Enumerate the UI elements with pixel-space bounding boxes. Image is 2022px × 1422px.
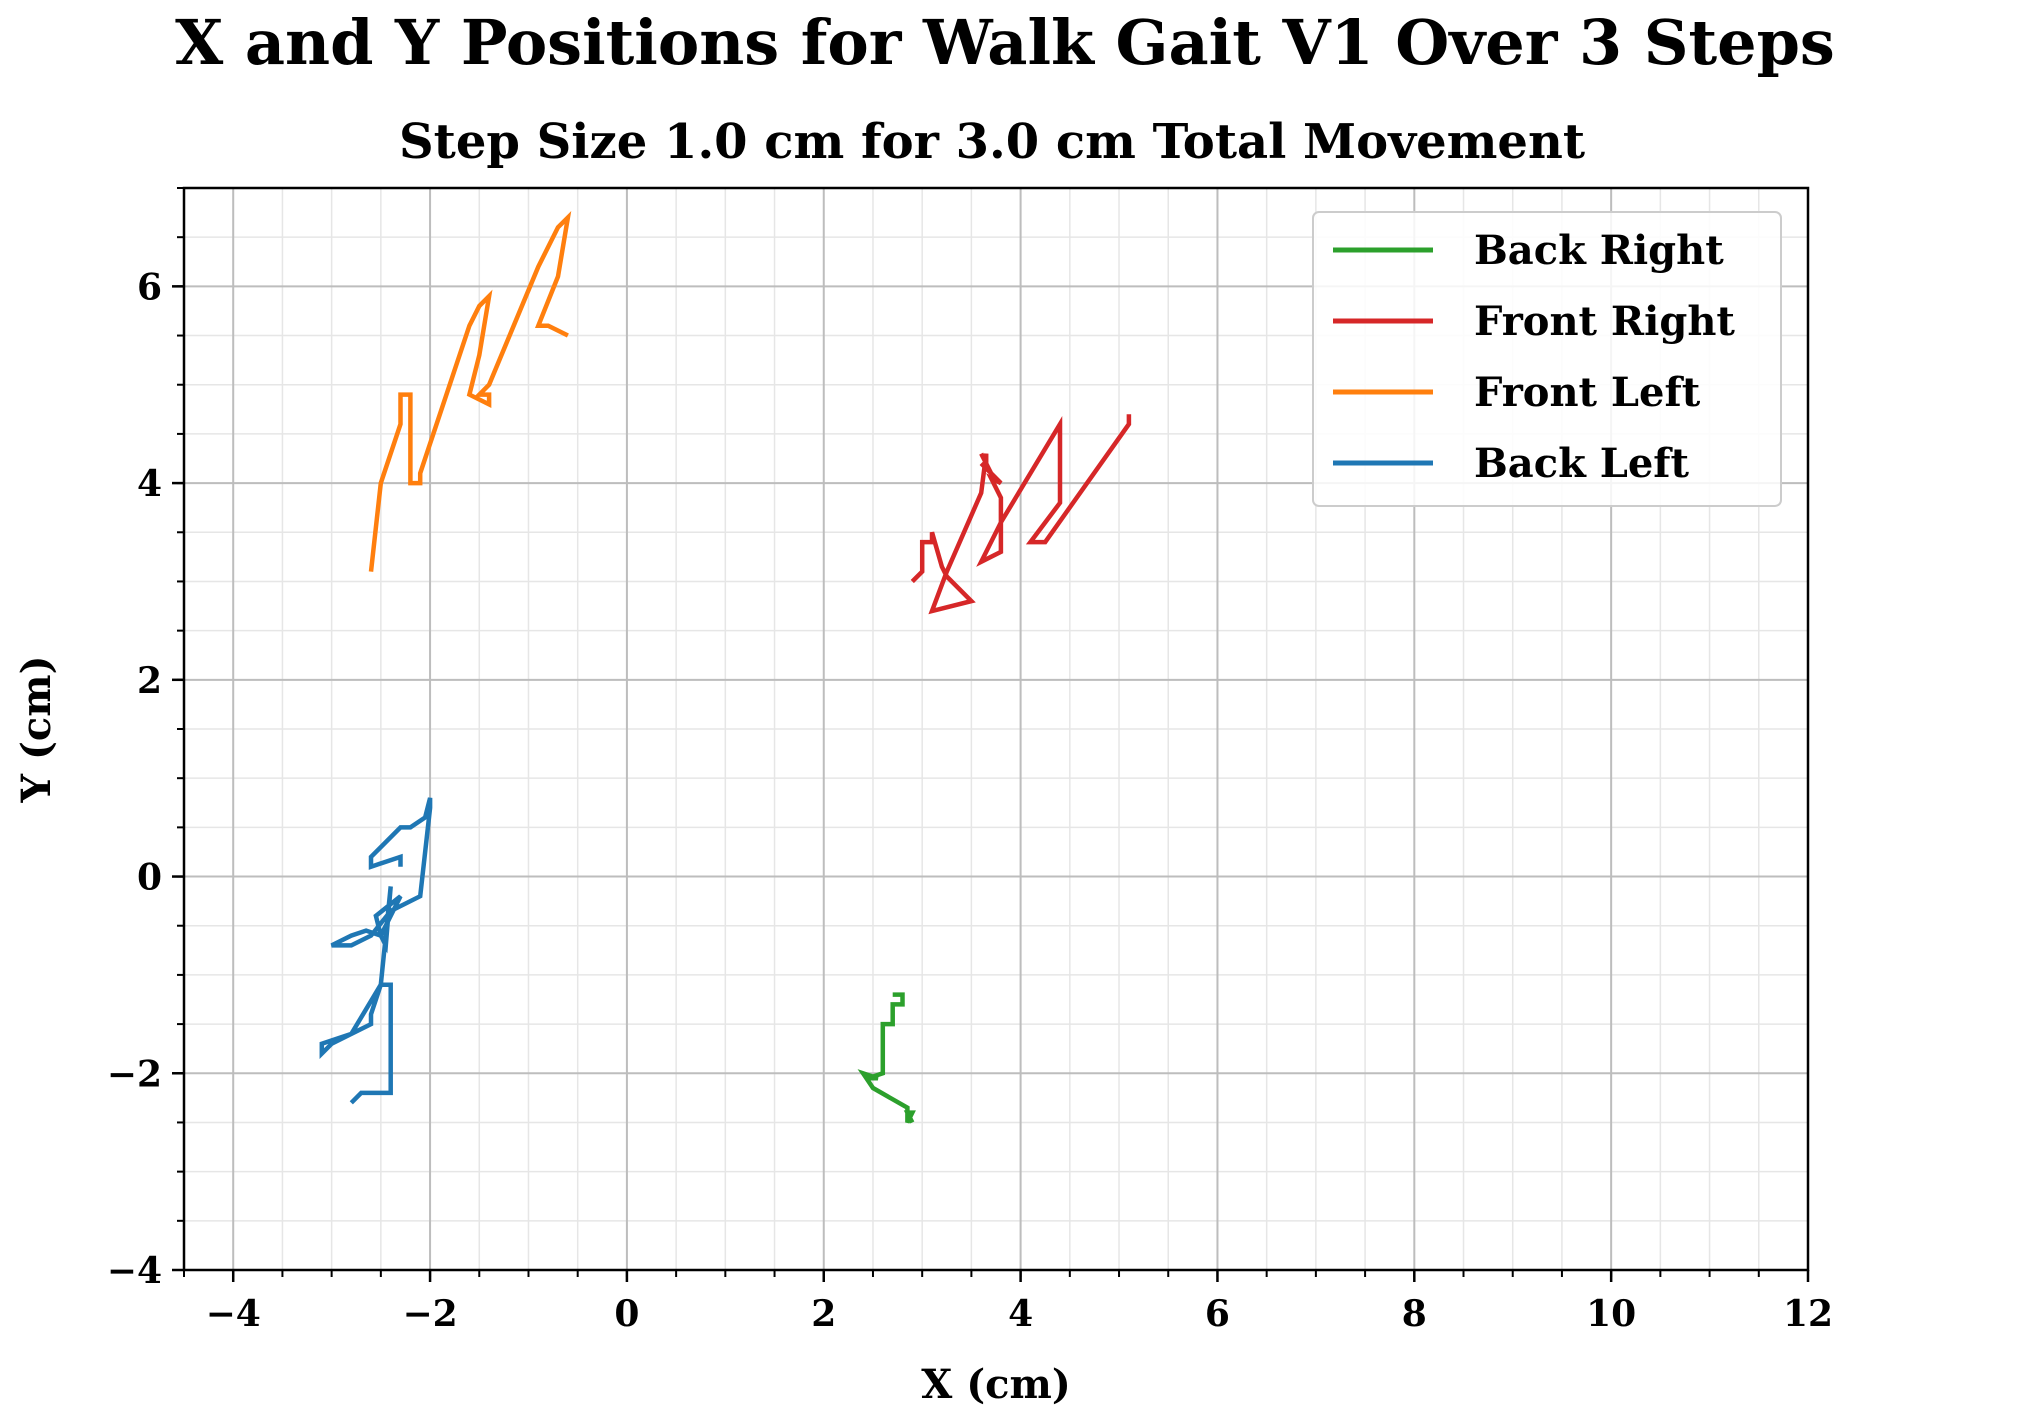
x-axis-ticks: −4 −2 0 2 4 6 8 10 12 bbox=[183, 1270, 1833, 1335]
x-tick-label: 6 bbox=[1205, 1293, 1230, 1335]
chart-subtitle: Step Size 1.0 cm for 3.0 cm Total Moveme… bbox=[399, 114, 1585, 170]
y-tick-label: 0 bbox=[137, 857, 162, 899]
x-tick-label: −4 bbox=[206, 1293, 261, 1335]
series-line-front-right bbox=[910, 414, 1132, 615]
series-line-back-right bbox=[857, 992, 916, 1124]
x-tick-label: 2 bbox=[811, 1293, 836, 1335]
legend-label-front-right: Front Right bbox=[1474, 298, 1735, 345]
series-line-back-left bbox=[319, 797, 433, 1105]
legend-box bbox=[1312, 211, 1782, 507]
x-tick-label: 0 bbox=[614, 1293, 639, 1335]
x-tick-label: 10 bbox=[1586, 1293, 1636, 1335]
y-axis-ticks: −4 −2 0 2 4 6 bbox=[107, 187, 184, 1292]
y-axis-label: Y (cm) bbox=[13, 655, 60, 803]
x-tick-label: −2 bbox=[402, 1293, 457, 1335]
y-tick-label: −4 bbox=[107, 1250, 162, 1292]
legend: Back Right Front Right Front Left Back Left bbox=[1312, 211, 1782, 507]
y-tick-label: 4 bbox=[137, 463, 162, 505]
x-tick-label: 8 bbox=[1402, 1293, 1427, 1335]
y-tick-label: 6 bbox=[137, 266, 162, 308]
x-tick-label: 4 bbox=[1008, 1293, 1033, 1335]
x-tick-label: 12 bbox=[1783, 1293, 1833, 1335]
x-axis-label: X (cm) bbox=[921, 1361, 1071, 1408]
series-line-front-left bbox=[368, 210, 572, 572]
legend-label-back-right: Back Right bbox=[1474, 227, 1724, 274]
y-tick-label: 2 bbox=[137, 660, 162, 702]
series-lines bbox=[319, 210, 1132, 1124]
chart-title: X and Y Positions for Walk Gait V1 Over … bbox=[175, 6, 1835, 79]
legend-label-front-left: Front Left bbox=[1474, 369, 1701, 416]
legend-label-back-left: Back Left bbox=[1474, 440, 1690, 487]
y-tick-label: −2 bbox=[107, 1053, 162, 1095]
